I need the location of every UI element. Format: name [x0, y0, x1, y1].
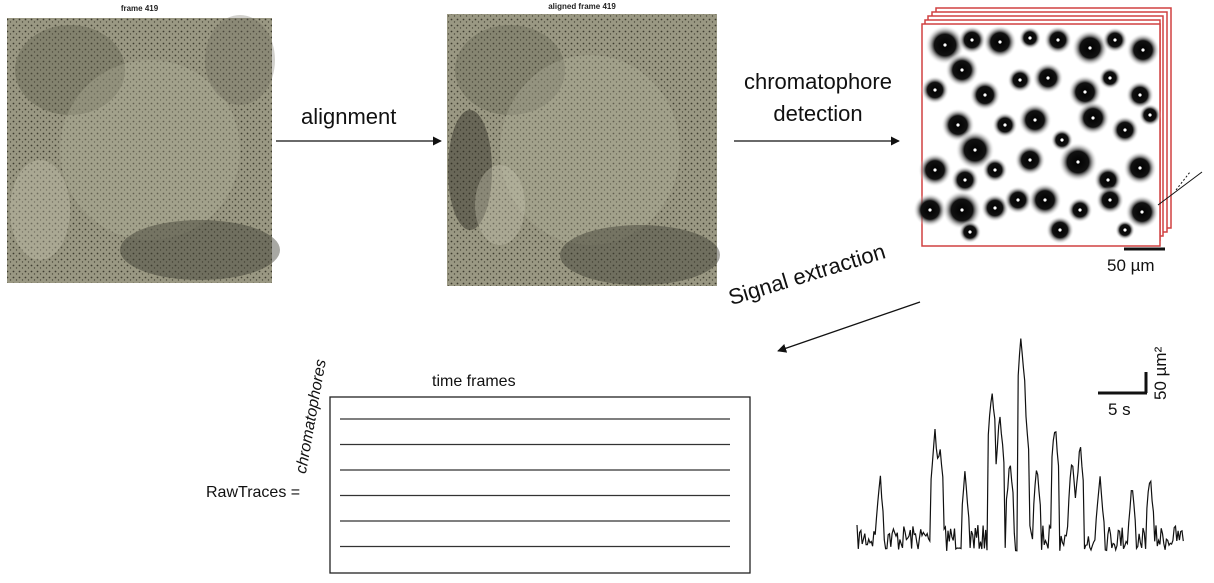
chromatophore-centroid [1123, 128, 1127, 132]
example-trace [856, 338, 1184, 553]
chromatophore-centroid [943, 43, 947, 47]
chromatophore-centroid [1046, 76, 1050, 80]
chromatophore-centroid [1108, 198, 1112, 202]
chromatophore-centroid [963, 178, 967, 182]
chromatophore-centroid [1058, 228, 1062, 232]
chromatophore-centroid [1138, 166, 1142, 170]
chromatophore-centroid [1106, 178, 1110, 182]
chromatophore-centroid [960, 208, 964, 212]
chromatophore-centroid [1033, 118, 1037, 122]
chromatophore-centroid [1060, 138, 1064, 142]
alignment-label: alignment [301, 104, 397, 129]
raw-traces-matrix [329, 396, 751, 574]
chromatophore-centroid [968, 230, 972, 234]
chromatophore-centroid [1088, 46, 1092, 50]
chromatophore-centroid [1028, 36, 1032, 40]
chromatophore-centroid [1076, 160, 1080, 164]
chromatophore-centroid [1113, 38, 1117, 42]
chromatophore-centroid [1148, 113, 1152, 117]
chromatophore-centroid [1140, 210, 1144, 214]
chromatophore-centroid [960, 68, 964, 72]
chromatophore-centroid [1108, 76, 1112, 80]
matrix-rows [340, 418, 730, 548]
chromatophore-centroid [993, 206, 997, 210]
trace-area-label: 50 µm² [1151, 346, 1170, 400]
trace-time-label: 5 s [1108, 400, 1131, 419]
time-frames-label: time frames [432, 373, 516, 390]
chromatophore-centroid [1043, 198, 1047, 202]
chromatophore-centroid [933, 88, 937, 92]
detection-label-line2: detection [773, 101, 863, 126]
chromatophore-centroid [1138, 93, 1142, 97]
stack-marker [1157, 171, 1203, 206]
chromatophore-centroid [998, 40, 1002, 44]
aligned-frame-title: aligned frame 419 [548, 2, 616, 11]
chromatophore-centroid [1056, 38, 1060, 42]
extraction-arrow [777, 301, 921, 353]
raw-traces-label: RawTraces = [206, 484, 301, 501]
aligned-frame-image [447, 14, 720, 286]
chromatophore-centroid [1123, 228, 1127, 232]
chromatophore-centroid [1078, 208, 1082, 212]
chromatophore-centroid [1083, 90, 1087, 94]
chromatophore-centroid [993, 168, 997, 172]
chromatophore-centroid [1091, 116, 1095, 120]
chromatophore-blobs [913, 25, 1162, 244]
chromatophore-centroid [973, 148, 977, 152]
chromatophore-centroid [983, 93, 987, 97]
detection-label-line1: chromatophore [744, 69, 892, 94]
chromatophore-centroid [1018, 78, 1022, 82]
detection-scale-label: 50 µm [1107, 256, 1155, 275]
raw-frame-image [7, 15, 280, 283]
trace-scalebar [1098, 372, 1148, 395]
raw-frame-title: frame 419 [120, 4, 159, 13]
chromatophore-centroid [956, 123, 960, 127]
chromatophore-centroid [1141, 48, 1145, 52]
chromatophore-centroid [928, 208, 932, 212]
chromatophore-centroid [1003, 123, 1007, 127]
chromatophore-centroid [1016, 198, 1020, 202]
chromatophore-centroid [970, 38, 974, 42]
chromatophore-centroid [1028, 158, 1032, 162]
chromatophore-centroid [933, 168, 937, 172]
